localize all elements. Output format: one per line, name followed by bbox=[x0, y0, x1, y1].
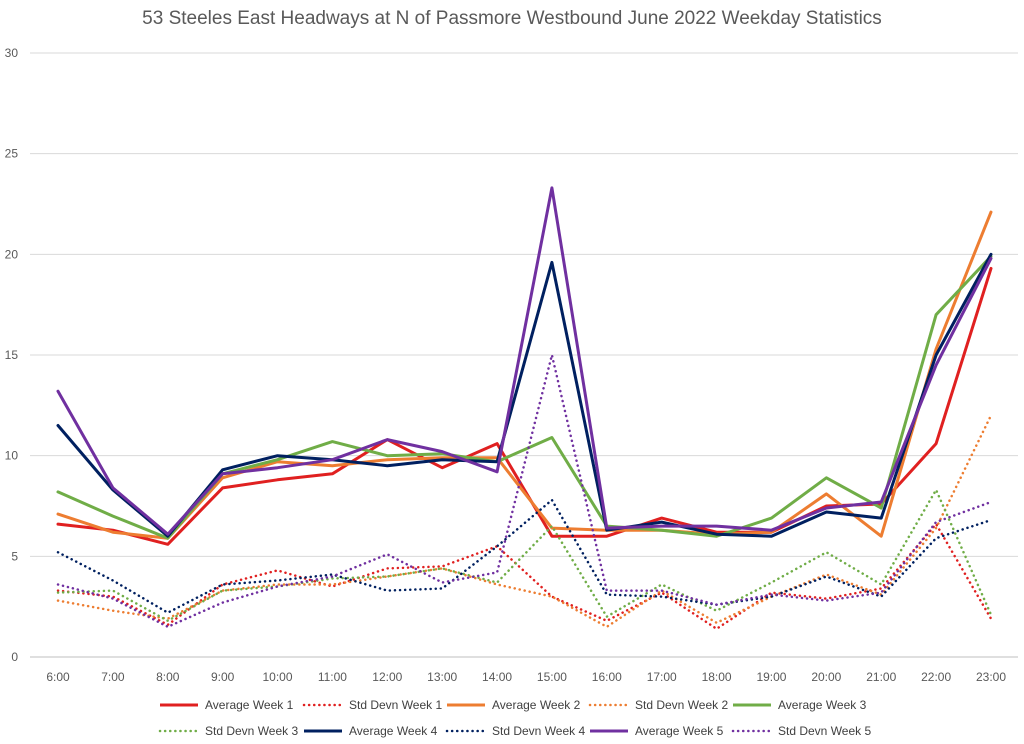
y-tick-label: 15 bbox=[5, 348, 19, 362]
x-tick-label: 14:00 bbox=[482, 670, 512, 684]
std-devn-week-4-line bbox=[56, 498, 993, 614]
y-tick-label: 0 bbox=[11, 650, 18, 664]
y-tick-label: 30 bbox=[5, 46, 19, 60]
average-week-2-line bbox=[56, 210, 993, 540]
x-tick-label: 13:00 bbox=[427, 670, 457, 684]
legend-label-std-devn-week-2: Std Devn Week 2 bbox=[635, 698, 728, 712]
x-tick-label: 12:00 bbox=[372, 670, 402, 684]
y-tick-label: 25 bbox=[5, 147, 19, 161]
std-devn-week-2-line bbox=[56, 414, 993, 629]
legend-label-average-week-1: Average Week 1 bbox=[205, 698, 294, 712]
y-tick-label: 10 bbox=[5, 449, 19, 463]
y-tick-label: 20 bbox=[5, 247, 19, 261]
x-tick-label: 8:00 bbox=[156, 670, 180, 684]
x-tick-label: 18:00 bbox=[702, 670, 732, 684]
x-tick-label: 9:00 bbox=[211, 670, 235, 684]
legend-label-average-week-2: Average Week 2 bbox=[492, 698, 581, 712]
x-tick-label: 10:00 bbox=[263, 670, 293, 684]
std-devn-week-1-line bbox=[56, 522, 993, 631]
x-tick-label: 21:00 bbox=[866, 670, 896, 684]
legend-label-std-devn-week-5: Std Devn Week 5 bbox=[778, 724, 871, 738]
legend-label-average-week-5: Average Week 5 bbox=[635, 724, 724, 738]
x-tick-label: 16:00 bbox=[592, 670, 622, 684]
average-week-3-line bbox=[56, 254, 993, 540]
x-tick-label: 17:00 bbox=[647, 670, 677, 684]
chart-title: 53 Steeles East Headways at N of Passmor… bbox=[142, 8, 882, 29]
x-tick-label: 22:00 bbox=[921, 670, 951, 684]
x-tick-label: 20:00 bbox=[811, 670, 841, 684]
std-devn-week-5-line bbox=[56, 353, 993, 629]
legend-label-std-devn-week-1: Std Devn Week 1 bbox=[349, 698, 442, 712]
y-tick-label: 5 bbox=[11, 549, 18, 563]
x-tick-label: 6:00 bbox=[46, 670, 70, 684]
x-tick-label: 11:00 bbox=[318, 670, 347, 684]
legend-label-average-week-4: Average Week 4 bbox=[349, 724, 438, 738]
x-tick-label: 19:00 bbox=[756, 670, 786, 684]
legend-label-std-devn-week-4: Std Devn Week 4 bbox=[492, 724, 585, 738]
average-week-5-line bbox=[56, 186, 993, 536]
average-week-4-line bbox=[56, 252, 993, 538]
legend-label-std-devn-week-3: Std Devn Week 3 bbox=[205, 724, 298, 738]
x-tick-label: 23:00 bbox=[976, 670, 1006, 684]
x-tick-label: 15:00 bbox=[537, 670, 567, 684]
std-devn-week-3-line bbox=[56, 488, 993, 623]
legend-label-average-week-3: Average Week 3 bbox=[778, 698, 867, 712]
x-tick-label: 7:00 bbox=[101, 670, 125, 684]
